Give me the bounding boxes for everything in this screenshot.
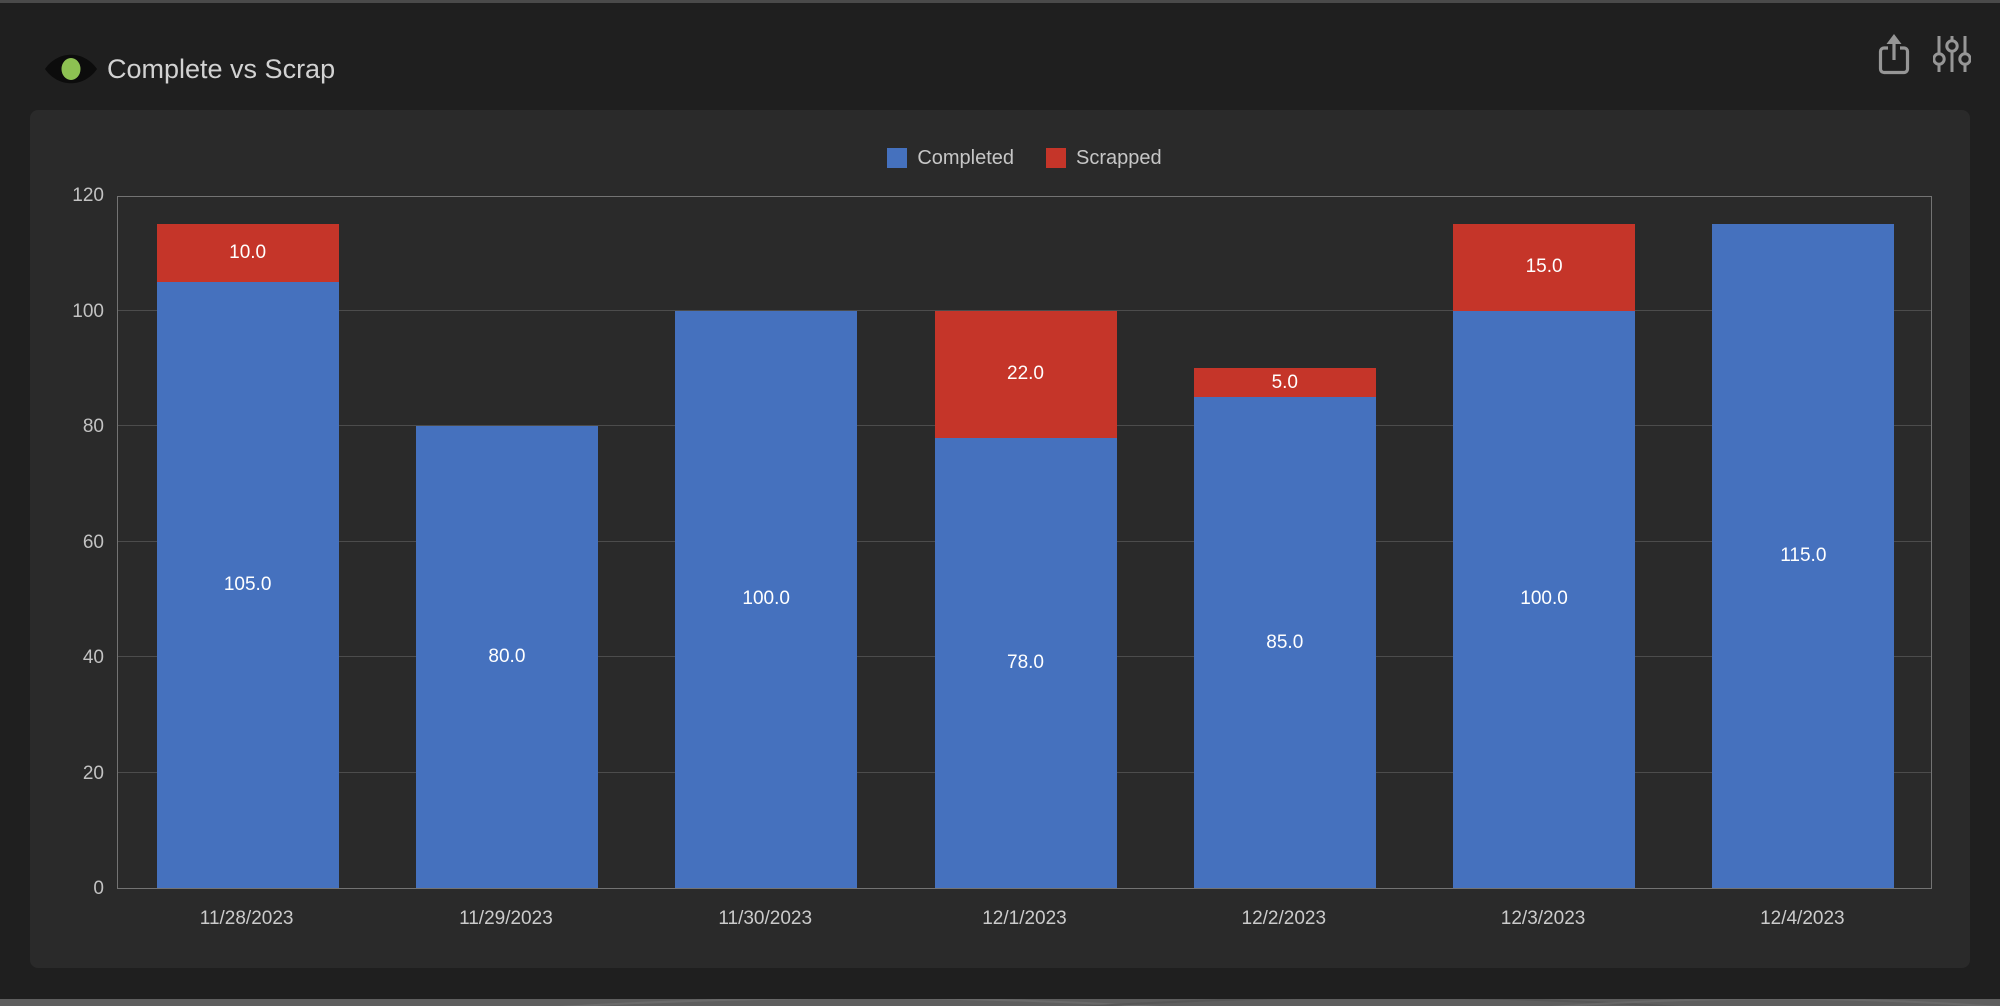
bar-value-label: 85.0: [1266, 631, 1304, 653]
settings-button[interactable]: [1928, 28, 1976, 80]
chart-legend: Completed Scrapped: [117, 145, 1932, 171]
bar-value-label: 22.0: [1007, 363, 1044, 385]
bar-segment-completed[interactable]: 105.0: [156, 281, 339, 888]
bar-segment-completed[interactable]: 78.0: [934, 437, 1117, 888]
x-axis-label: 12/4/2023: [1760, 908, 1845, 929]
bar-group: 10.0 105.0: [156, 223, 339, 888]
bar-group: 22.0 78.0: [934, 310, 1117, 888]
bar-value-label: 115.0: [1780, 544, 1827, 566]
bar-group: 100.0: [675, 310, 858, 888]
bar-value-label: 105.0: [223, 573, 272, 595]
legend-item-completed[interactable]: Completed: [887, 147, 1014, 170]
bar-value-label: 5.0: [1271, 371, 1298, 393]
gridline: [118, 309, 1931, 311]
x-axis-label: 12/3/2023: [1500, 908, 1586, 929]
y-axis-tick-label: 100: [72, 300, 104, 322]
bar-segment-completed[interactable]: 85.0: [1193, 397, 1376, 888]
x-axis-label: 11/28/2023: [199, 908, 294, 929]
bar-group: 115.0: [1712, 223, 1895, 888]
export-button[interactable]: [1870, 28, 1918, 80]
bar-value-label: 100.0: [1520, 588, 1568, 610]
y-axis-tick-label: 0: [93, 878, 104, 899]
bar-segment-completed[interactable]: 100.0: [1453, 310, 1636, 888]
bar-segment-completed[interactable]: 80.0: [415, 426, 598, 888]
sliders-icon: [1933, 36, 1971, 72]
share-icon: [1878, 34, 1910, 75]
bottom-strip: [0, 999, 2000, 1006]
bar-group: 80.0: [415, 426, 598, 888]
x-axis: 11/28/2023 11/29/2023 11/30/2023 12/1/2023 1…: [117, 903, 1932, 935]
y-axis: 0 20 40 60 80 100 120: [38, 185, 104, 899]
plot-area: 10.0 105.0 80.0 100.0 22.0 78.0 5.0 85.0 15.0 100…: [117, 196, 1932, 889]
x-axis-label: 11/30/2023: [718, 908, 813, 929]
y-axis-tick-label: 120: [72, 185, 104, 206]
y-axis-tick-label: 60: [82, 531, 104, 553]
page-title: Complete vs Scrap: [107, 54, 336, 84]
bar-value-label: 78.0: [1007, 651, 1044, 673]
top-edge-strip: [0, 0, 2000, 3]
y-axis-tick-label: 40: [82, 647, 104, 668]
bar-segment-completed[interactable]: 115.0: [1712, 223, 1895, 888]
legend-label: Completed: [917, 146, 1015, 169]
bar-value-label: 15.0: [1525, 256, 1563, 278]
legend-swatch-completed: [887, 148, 908, 168]
eye-logo-icon: [45, 54, 97, 84]
y-axis-tick-label: 80: [82, 416, 104, 437]
bar-segment-scrapped[interactable]: 5.0: [1193, 368, 1376, 398]
bar-group: 15.0 100.0: [1453, 223, 1636, 888]
legend-swatch-scrapped: [1046, 148, 1067, 168]
bar-segment-completed[interactable]: 100.0: [675, 310, 858, 888]
bar-value-label: 80.0: [488, 646, 526, 667]
legend-label: Scrapped: [1076, 146, 1162, 169]
x-axis-label: 12/2/2023: [1241, 908, 1327, 929]
y-axis-tick-label: 20: [82, 762, 104, 784]
bar-segment-scrapped[interactable]: 22.0: [934, 310, 1117, 438]
legend-item-scrapped[interactable]: Scrapped: [1046, 147, 1162, 170]
x-axis-label: 12/1/2023: [982, 908, 1067, 929]
bar-value-label: 10.0: [229, 241, 267, 263]
x-axis-label: 11/29/2023: [459, 908, 553, 929]
bar-group: 5.0 85.0: [1193, 368, 1376, 888]
bar-segment-scrapped[interactable]: 15.0: [1453, 223, 1636, 311]
bar-segment-scrapped[interactable]: 10.0: [156, 223, 339, 282]
bar-value-label: 100.0: [742, 588, 790, 610]
